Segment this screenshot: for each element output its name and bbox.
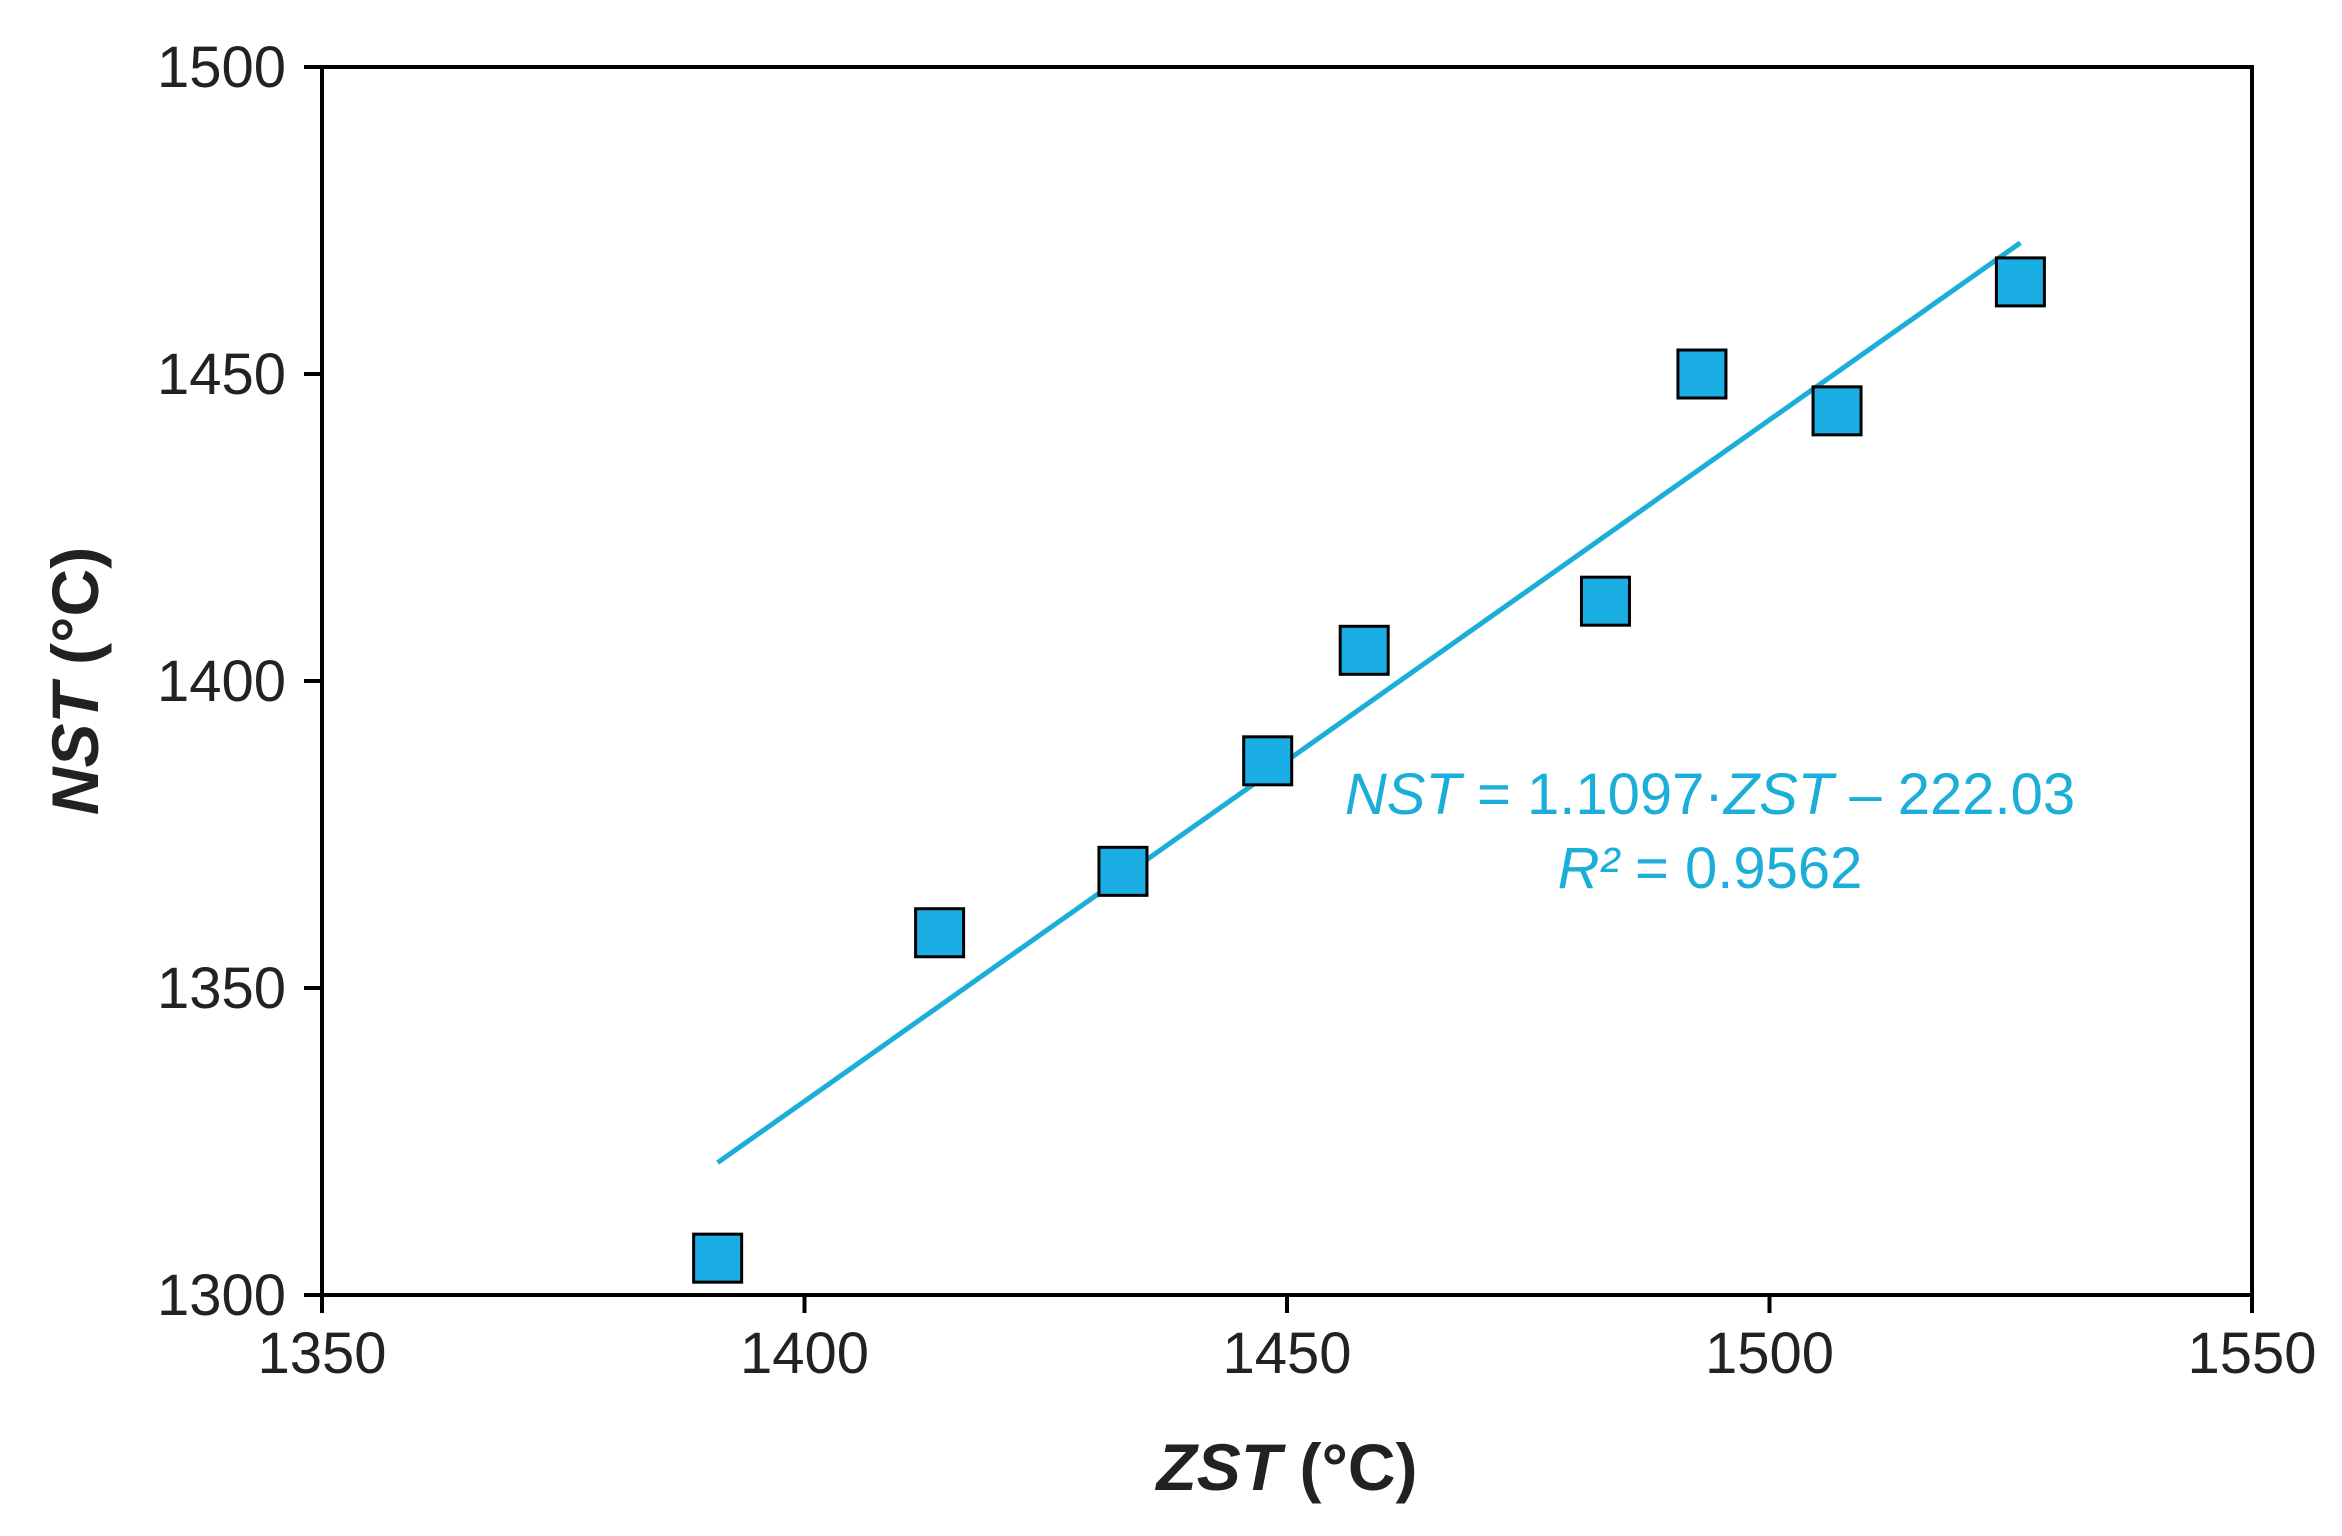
r-squared-label: R² = 0.9562 [1558,836,1863,901]
equation-eq: = 1.1097· [1461,762,1724,827]
y-axis-label-unit: (°C) [38,547,112,683]
equation-rhs-var: ZST [1722,762,1837,827]
x-tick-label: 1450 [1222,1321,1351,1386]
data-point [1579,575,1631,627]
y-tick-label: 1350 [157,956,286,1021]
y-tick-label: 1300 [157,1263,286,1328]
equation-tail: – 222.03 [1833,762,2075,827]
x-tick-label: 1500 [1705,1321,1834,1386]
data-point [1994,256,2046,308]
equation-lhs-var: NST [1345,762,1465,827]
y-axis-ticks: 1300 1350 1400 1450 1500 [157,35,322,1328]
x-axis-label-var: ZST [1154,1430,1285,1504]
data-point [1097,845,1149,897]
trendline [716,240,2022,1165]
data-point [1811,385,1863,437]
x-tick-label: 1350 [257,1321,386,1386]
data-point [1242,735,1294,787]
data-point [1676,348,1728,400]
data-point [914,907,966,959]
plot-area-frame [320,65,2254,1297]
data-point [1338,624,1390,676]
x-tick-label: 1400 [740,1321,869,1386]
trendline-group [716,240,2022,1165]
y-tick-label: 1500 [157,35,286,100]
r2-value: = 0.9562 [1619,836,1863,901]
data-points [692,256,2046,1284]
x-axis-label: ZST (°C) [1154,1430,1417,1504]
y-tick-label: 1450 [157,342,286,407]
y-axis-label-var: NST [38,678,112,815]
y-tick-label: 1400 [157,649,286,714]
y-axis-label: NST (°C) [38,547,112,815]
x-axis-ticks: 1350 1400 1450 1500 1550 [257,1295,2317,1386]
r2-var: R² [1558,836,1622,901]
x-axis-label-unit: (°C) [1281,1430,1417,1504]
x-tick-label: 1550 [2187,1321,2316,1386]
data-point [692,1232,744,1284]
trendline-equation: NST = 1.1097·ZST – 222.03 [1345,762,2075,827]
